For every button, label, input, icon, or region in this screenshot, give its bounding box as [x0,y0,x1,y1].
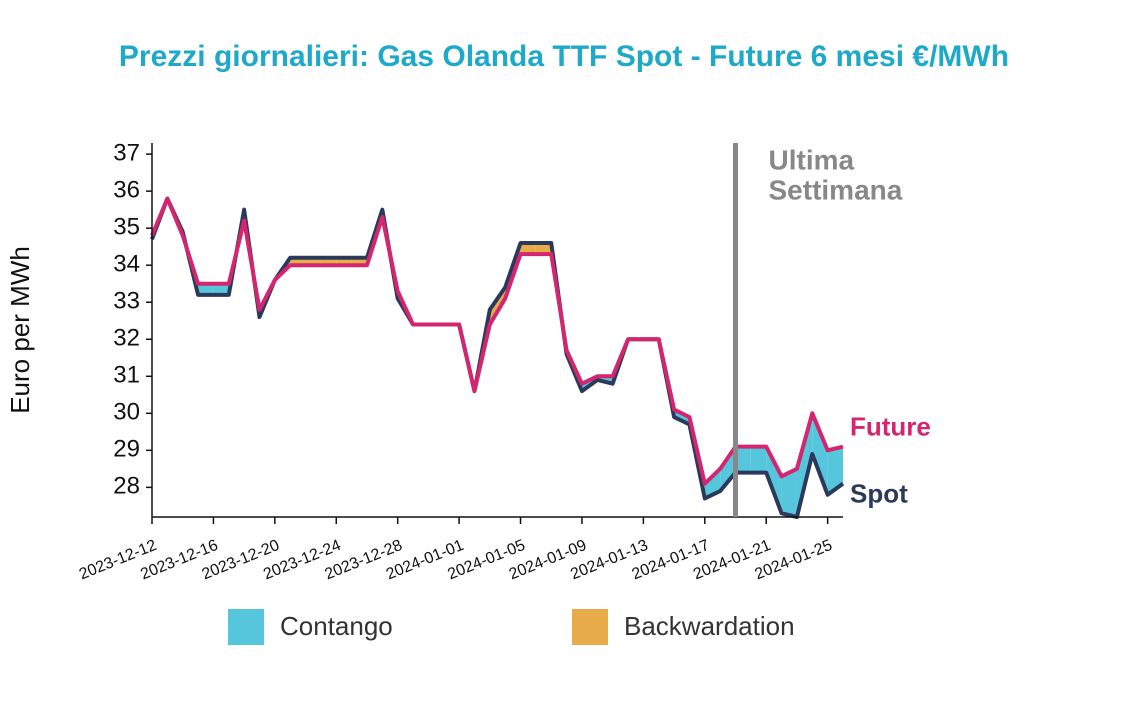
fill-segment [735,446,751,473]
fill-segment [766,446,782,514]
y-tick-label: 32 [113,325,140,352]
y-tick-label: 36 [113,176,140,203]
legend-swatch [228,609,264,645]
fill-area [152,198,843,517]
y-tick-label: 30 [113,399,140,426]
series-line [150,196,844,486]
y-tick-label: 35 [113,214,140,241]
y-tick-label: 31 [113,362,140,389]
y-tick-label: 37 [113,139,140,166]
fill-segment [781,468,797,517]
annotation-text: Ultima [769,144,855,175]
series-label: Future [850,412,931,442]
y-tick-label: 33 [113,288,140,315]
fill-segment [720,446,736,492]
fill-segment [520,242,536,255]
fill-segment [750,446,767,473]
fill-segment [213,283,229,295]
fill-segment [535,242,552,255]
legend-label: Backwardation [624,611,795,641]
series-label: Spot [850,479,908,509]
fill-segment [198,283,214,295]
annotation-text: Settimana [769,174,903,205]
legend-swatch [572,609,608,645]
y-axis-label: Euro per MWh [5,246,35,414]
fill-segment [812,413,828,495]
fill-segment [796,413,813,517]
y-tick-label: 28 [113,473,140,500]
y-tick-label: 29 [113,436,140,463]
chart-title: Prezzi giornalieri: Gas Olanda TTF Spot … [119,40,1009,73]
legend-label: Contango [280,611,393,641]
y-tick-label: 34 [113,251,140,278]
fill-segment [827,446,843,495]
